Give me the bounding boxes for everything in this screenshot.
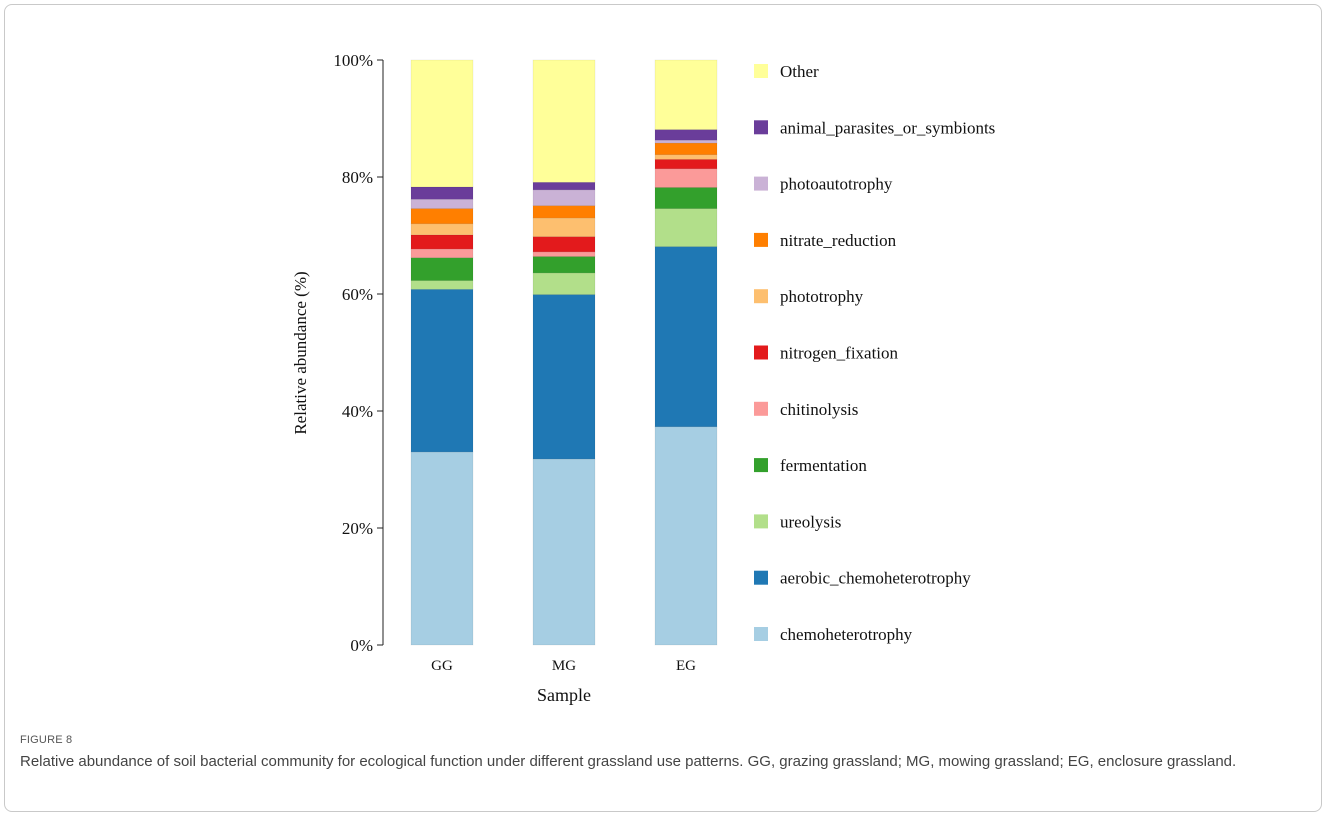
x-tick-label-mg: MG <box>552 658 576 674</box>
bar-segment-eg-other <box>654 59 718 130</box>
bar-segment-eg-aerobic-chemoheterotrophy <box>654 246 718 428</box>
bar-segment-mg-other <box>532 59 596 183</box>
bar-segment-gg-photoautotrophy <box>410 198 474 209</box>
bar-segment-eg-fermentation <box>654 187 718 209</box>
bar-segment-gg-aerobic-chemoheterotrophy <box>410 289 474 453</box>
legend-swatch-ureolysis <box>754 514 768 529</box>
bar-segment-gg-animal-parasites-or-symbionts <box>410 186 474 200</box>
legend-swatch-photoautotrophy <box>754 176 768 191</box>
bar-segment-eg-chitinolysis <box>654 168 718 188</box>
bar-segment-gg-other <box>410 59 474 188</box>
bar-segment-eg-animal-parasites-or-symbionts <box>654 129 718 141</box>
y-tick-label: 100% <box>333 51 373 70</box>
legend-label-nitrate-reduction: nitrate_reduction <box>780 231 897 250</box>
legend-swatch-aerobic-chemoheterotrophy <box>754 570 768 585</box>
bar-segment-mg-nitrate-reduction <box>532 205 596 219</box>
legend: Other animal_parasites_or_symbiontsphotoa… <box>754 62 995 644</box>
legend-label-phototrophy: phototrophy <box>780 287 864 306</box>
bar-segment-gg-ureolysis <box>410 280 474 290</box>
legend-swatch-nitrogen-fixation <box>754 345 768 360</box>
legend-label-animal-parasites-or-symbionts: animal_parasites_or_symbionts <box>780 118 995 137</box>
bar-segment-eg-phototrophy <box>654 154 718 160</box>
bar-segment-gg-nitrate-reduction <box>410 208 474 225</box>
figure-label: FIGURE 8 <box>20 734 73 746</box>
bar-segment-mg-ureolysis <box>532 272 596 295</box>
y-tick-label: 80% <box>342 168 373 187</box>
y-tick-label: 20% <box>342 519 373 538</box>
figure-caption: Relative abundance of soil bacterial com… <box>20 753 1237 770</box>
legend-swatch-chitinolysis <box>754 401 768 416</box>
bar-segment-mg-nitrogen-fixation <box>532 236 596 253</box>
y-tick-label: 60% <box>342 285 373 304</box>
bar-segment-mg-phototrophy <box>532 217 596 237</box>
legend-swatch-other <box>754 64 768 78</box>
x-axis-label: Sample <box>537 685 591 705</box>
axes-layer: 0% 20% 40% 60% 80% 100% GG MG EG <box>333 51 696 674</box>
legend-label-aerobic-chemoheterotrophy: aerobic_chemoheterotrophy <box>780 569 971 588</box>
legend-label-photoautotrophy: photoautotrophy <box>780 175 893 194</box>
legend-label-nitrogen-fixation: nitrogen_fixation <box>780 344 899 363</box>
y-tick-label: 0% <box>350 636 373 655</box>
bar-segment-eg-ureolysis <box>654 208 718 247</box>
legend-label-chitinolysis: chitinolysis <box>780 400 858 419</box>
bar-segment-mg-fermentation <box>532 256 596 274</box>
y-axis-label: Relative abundance (%) <box>291 271 310 434</box>
bar-segment-eg-nitrogen-fixation <box>654 159 718 170</box>
y-tick-label: 40% <box>342 402 373 421</box>
bar-segment-eg-chemoheterotrophy <box>654 426 718 646</box>
legend-label-ureolysis: ureolysis <box>780 512 841 531</box>
bar-segment-mg-chemoheterotrophy <box>532 458 596 646</box>
legend-label-fermentation: fermentation <box>780 456 867 475</box>
bar-segment-gg-nitrogen-fixation <box>410 234 474 250</box>
legend-swatch-fermentation <box>754 458 768 473</box>
legend-label-chemoheterotrophy: chemoheterotrophy <box>780 625 913 644</box>
legend-swatch-chemoheterotrophy <box>754 627 768 641</box>
legend-swatch-phototrophy <box>754 289 768 304</box>
bar-segment-mg-animal-parasites-or-symbionts <box>532 182 596 191</box>
bar-segment-mg-aerobic-chemoheterotrophy <box>532 294 596 460</box>
bar-segment-gg-fermentation <box>410 257 474 281</box>
x-tick-label-eg: EG <box>676 658 696 674</box>
bar-segment-gg-chitinolysis <box>410 248 474 258</box>
bar-segment-gg-chemoheterotrophy <box>410 451 474 646</box>
bar-segment-eg-nitrate-reduction <box>654 142 718 156</box>
bars-layer <box>410 59 718 646</box>
stacked-bar-chart: 0% 20% 40% 60% 80% 100% GG MG EG Other animal_par… <box>291 51 995 705</box>
legend-swatch-nitrate-reduction <box>754 232 768 247</box>
legend-swatch-animal-parasites-or-symbionts <box>754 120 768 135</box>
bar-segment-mg-photoautotrophy <box>532 189 596 206</box>
x-tick-label-gg: GG <box>431 658 453 674</box>
legend-label-other: Other <box>780 62 819 81</box>
bar-segment-mg-chitinolysis <box>532 251 596 257</box>
bar-segment-gg-phototrophy <box>410 223 474 236</box>
bar-segment-eg-photoautotrophy <box>654 139 718 144</box>
